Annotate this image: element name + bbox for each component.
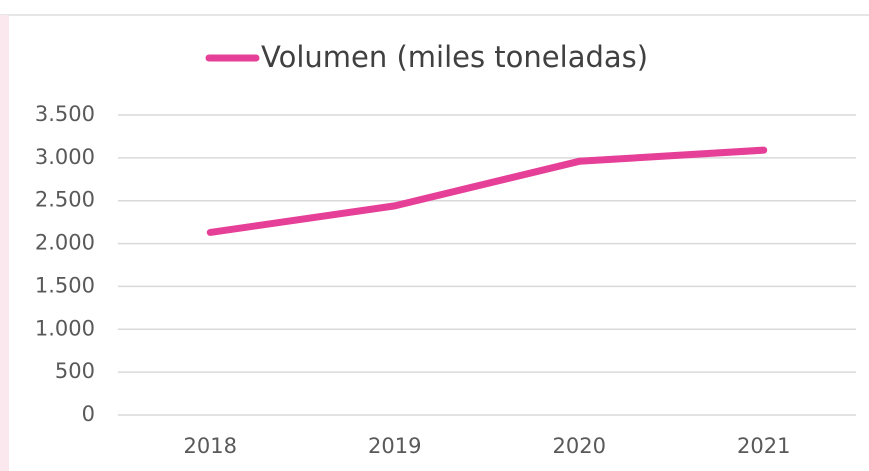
x-tick-label: 2021 — [737, 434, 790, 458]
x-tick-label: 2019 — [368, 434, 421, 458]
line-series — [206, 146, 768, 236]
y-tick-label: 1.500 — [35, 273, 95, 297]
legend-label: Volumen (miles toneladas) — [261, 40, 648, 74]
y-tick-label: 500 — [55, 359, 95, 383]
x-tick-label: 2018 — [184, 434, 237, 458]
frame-left — [0, 15, 9, 471]
x-tick-label: 2020 — [553, 434, 606, 458]
y-tick-label: 2.000 — [35, 231, 95, 255]
y-tick-label: 1.000 — [35, 316, 95, 340]
y-tick-label: 2.500 — [35, 188, 95, 212]
y-tick-label: 3.500 — [35, 102, 95, 126]
y-tick-label: 3.000 — [35, 145, 95, 169]
y-tick-label: 0 — [82, 402, 95, 426]
